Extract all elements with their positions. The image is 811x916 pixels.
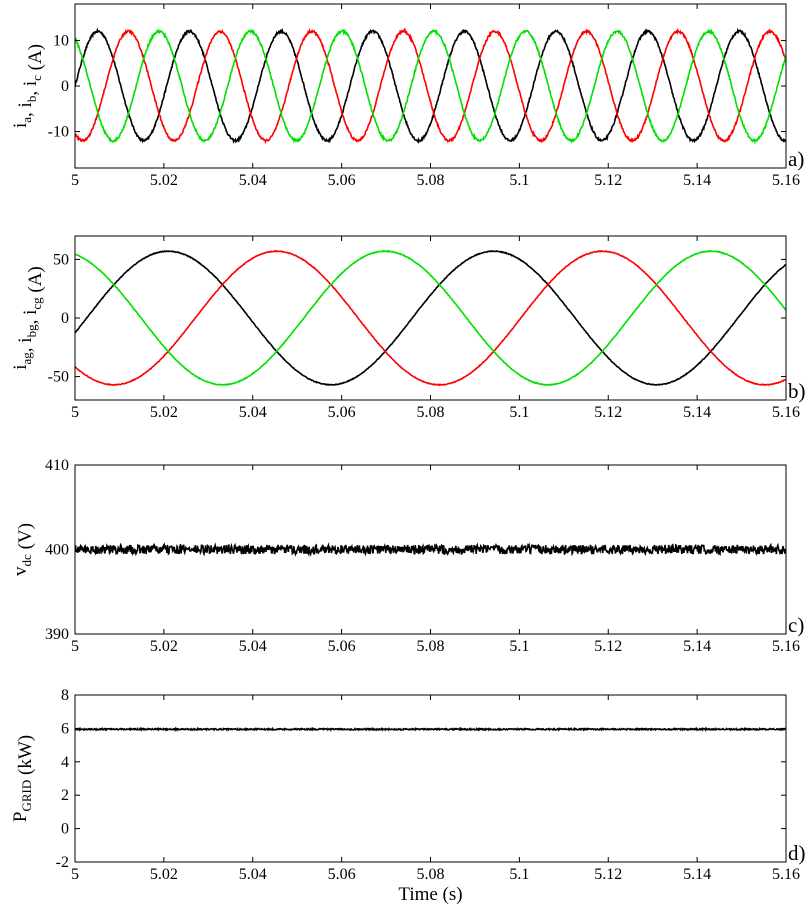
series-line-1 <box>75 726 786 733</box>
x-tick-label: 5.04 <box>239 866 267 883</box>
x-tick-label: 5.06 <box>328 866 356 883</box>
panel-c: 5 5.02 5.04 5.06 5.08 5.1 5.12 5.14 5.16 390 400 41… <box>10 457 804 655</box>
x-tick-label: 5 <box>71 638 79 655</box>
x-tick-label: 5.12 <box>594 638 622 655</box>
series-line-2 <box>75 249 786 387</box>
panel-letter: d) <box>788 841 806 865</box>
x-tick-label: 5.16 <box>772 172 800 189</box>
y-tick-label: 4 <box>61 754 69 771</box>
y-axis-label: PGRID (kW) <box>10 735 36 822</box>
series-line-3 <box>75 28 786 145</box>
x-tick-label: 5 <box>71 404 79 421</box>
y-tick-label: 2 <box>61 787 69 804</box>
x-tick-label: 5.14 <box>683 172 711 189</box>
y-axis-label: ia, ib, ic (A) <box>10 44 46 128</box>
x-tick-label: 5.12 <box>594 866 622 883</box>
x-tick-label: 5.1 <box>509 172 529 189</box>
x-tick-label: 5.16 <box>772 866 800 883</box>
x-tick-label: 5.1 <box>509 866 529 883</box>
x-tick-label: 5.14 <box>683 638 711 655</box>
x-tick-label: 5 <box>71 172 79 189</box>
series-line-1 <box>75 542 786 557</box>
y-axis-label: iag, ibg, icg (A) <box>10 266 46 370</box>
x-tick-label: 5.04 <box>239 638 267 655</box>
y-tick-label: -2 <box>56 854 69 871</box>
y-tick-label: 410 <box>45 457 69 474</box>
x-tick-label: 5.14 <box>683 866 711 883</box>
x-tick-label: 5.08 <box>417 172 445 189</box>
y-tick-label: 50 <box>53 251 69 268</box>
x-tick-label: 5.12 <box>594 404 622 421</box>
x-tick-label: 5.02 <box>150 172 178 189</box>
y-tick-label: 0 <box>61 821 69 838</box>
panel-letter: b) <box>788 379 806 403</box>
y-tick-label: 0 <box>61 310 69 327</box>
y-tick-label: 6 <box>61 720 69 737</box>
plot-frame <box>74 235 787 401</box>
series-line-1 <box>75 27 786 145</box>
panel-b: 5 5.02 5.04 5.06 5.08 5.1 5.12 5.14 5.16 -50 0 50 ia… <box>10 235 806 421</box>
x-tick-label: 5.06 <box>328 638 356 655</box>
x-tick-label: 5.02 <box>150 404 178 421</box>
y-tick-label: 0 <box>61 78 69 95</box>
x-tick-label: 5.02 <box>150 638 178 655</box>
x-tick-label: 5.16 <box>772 404 800 421</box>
plot-frame <box>74 694 787 863</box>
y-tick-label: 8 <box>61 687 69 704</box>
x-tick-label: 5.08 <box>417 866 445 883</box>
x-tick-label: 5.06 <box>328 172 356 189</box>
series-line-2 <box>75 27 786 145</box>
x-tick-label: 5.12 <box>594 172 622 189</box>
y-tick-label: 10 <box>53 32 69 49</box>
x-tick-label: 5.06 <box>328 404 356 421</box>
x-tick-label: 5.16 <box>772 638 800 655</box>
x-tick-label: 5.04 <box>239 172 267 189</box>
x-tick-label: 5.1 <box>509 404 529 421</box>
y-tick-label: -10 <box>48 124 69 141</box>
x-tick-label: 5.08 <box>417 404 445 421</box>
y-tick-label: 390 <box>45 626 69 643</box>
x-tick-label: 5.04 <box>239 404 267 421</box>
x-tick-label: 5.08 <box>417 638 445 655</box>
x-tick-label: 5.14 <box>683 404 711 421</box>
panel-a: 5 5.02 5.04 5.06 5.08 5.1 5.12 5.14 5.16 -10 0 10 ia… <box>10 3 804 189</box>
x-tick-label: 5.1 <box>509 638 529 655</box>
x-axis-label: Time (s) <box>398 884 462 905</box>
series-line-3 <box>75 249 786 387</box>
panel-letter: c) <box>788 613 804 637</box>
series-line-1 <box>75 249 786 387</box>
panel-d: 5 5.02 5.04 5.06 5.08 5.1 5.12 5.14 5.16 -2 0 2 4 6 8 P… <box>10 687 806 905</box>
x-tick-label: 5.02 <box>150 866 178 883</box>
x-tick-label: 5 <box>71 866 79 883</box>
y-tick-label: -50 <box>48 369 69 386</box>
y-tick-label: 400 <box>45 542 69 559</box>
panel-letter: a) <box>788 147 804 171</box>
y-axis-label: vdc (V) <box>10 523 36 576</box>
